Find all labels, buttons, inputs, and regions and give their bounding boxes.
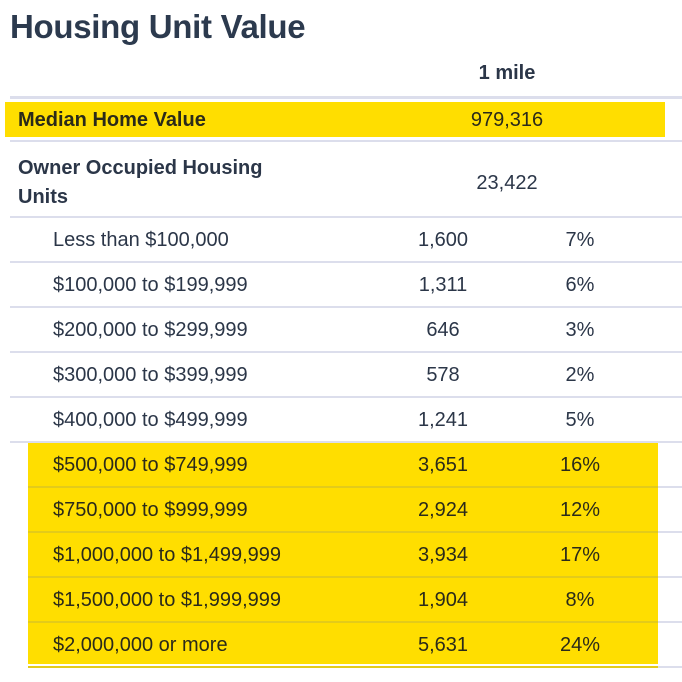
- divider: [10, 306, 682, 308]
- divider: [10, 351, 682, 353]
- row-label: $2,000,000 or more: [53, 634, 228, 656]
- column-header-1-mile: 1 mile: [478, 62, 536, 84]
- table-row: $300,000 to $399,999 578 2%: [0, 353, 682, 398]
- row-percent: 3%: [565, 319, 595, 341]
- row-percent: 8%: [565, 589, 595, 611]
- row-count: 646: [426, 319, 460, 341]
- row-label: $1,000,000 to $1,499,999: [53, 544, 281, 566]
- divider: [28, 666, 658, 668]
- row-count: 1,241: [417, 409, 469, 431]
- table-row: $100,000 to $199,999 1,311 6%: [0, 263, 682, 308]
- divider: [658, 576, 682, 578]
- row-label: Less than $100,000: [53, 229, 229, 251]
- row-label: $750,000 to $999,999: [53, 499, 248, 521]
- row-label: $1,500,000 to $1,999,999: [53, 589, 281, 611]
- row-percent: 24%: [559, 634, 601, 656]
- divider: [10, 96, 682, 99]
- row-percent: 16%: [559, 454, 601, 476]
- table-row: $1,500,000 to $1,999,999 1,904 8%: [0, 578, 682, 623]
- row-label: $400,000 to $499,999: [53, 409, 248, 431]
- divider: [28, 621, 658, 623]
- table-row: $500,000 to $749,999 3,651 16%: [0, 443, 682, 488]
- divider: [28, 486, 658, 488]
- owner-label: Owner Occupied Housing Units: [18, 154, 262, 212]
- divider: [10, 441, 682, 443]
- divider: [28, 576, 658, 578]
- divider: [10, 396, 682, 398]
- range-highlight: [28, 442, 658, 664]
- table-row: $750,000 to $999,999 2,924 12%: [0, 488, 682, 533]
- median-label: Median Home Value: [18, 109, 206, 131]
- row-label: $200,000 to $299,999: [53, 319, 248, 341]
- row-count: 578: [426, 364, 460, 386]
- divider: [28, 531, 658, 533]
- divider: [658, 531, 682, 533]
- row-count: 5,631: [417, 634, 469, 656]
- page-title: Housing Unit Value: [10, 8, 306, 45]
- median-highlight: [5, 102, 665, 137]
- row-percent: 7%: [565, 229, 595, 251]
- owner-label-line2: Units: [18, 186, 68, 208]
- divider: [10, 261, 682, 263]
- row-count: 1,311: [418, 274, 468, 296]
- owner-label-line1: Owner Occupied Housing: [18, 157, 263, 179]
- row-count: 3,934: [417, 544, 469, 566]
- table-row: $400,000 to $499,999 1,241 5%: [0, 398, 682, 443]
- row-count: 1,600: [417, 229, 469, 251]
- row-percent: 12%: [559, 499, 601, 521]
- table-row: $200,000 to $299,999 646 3%: [0, 308, 682, 353]
- divider: [10, 216, 682, 218]
- row-percent: 2%: [565, 364, 595, 386]
- table-row: $1,000,000 to $1,499,999 3,934 17%: [0, 533, 682, 578]
- row-count: 3,651: [417, 454, 469, 476]
- row-percent: 17%: [559, 544, 601, 566]
- divider: [658, 666, 682, 668]
- row-count: 2,924: [417, 499, 469, 521]
- divider: [658, 486, 682, 488]
- row-count: 1,904: [417, 589, 469, 611]
- row-label: $300,000 to $399,999: [53, 364, 248, 386]
- median-value: 979,316: [470, 109, 544, 131]
- divider: [658, 621, 682, 623]
- row-label: $500,000 to $749,999: [53, 454, 248, 476]
- row-label: $100,000 to $199,999: [53, 274, 248, 296]
- row-percent: 6%: [565, 274, 595, 296]
- owner-value: 23,422: [476, 172, 538, 194]
- divider: [10, 140, 682, 142]
- row-percent: 5%: [565, 409, 595, 431]
- table-row: Less than $100,000 1,600 7%: [0, 218, 682, 263]
- table-row: $2,000,000 or more 5,631 24%: [0, 623, 682, 668]
